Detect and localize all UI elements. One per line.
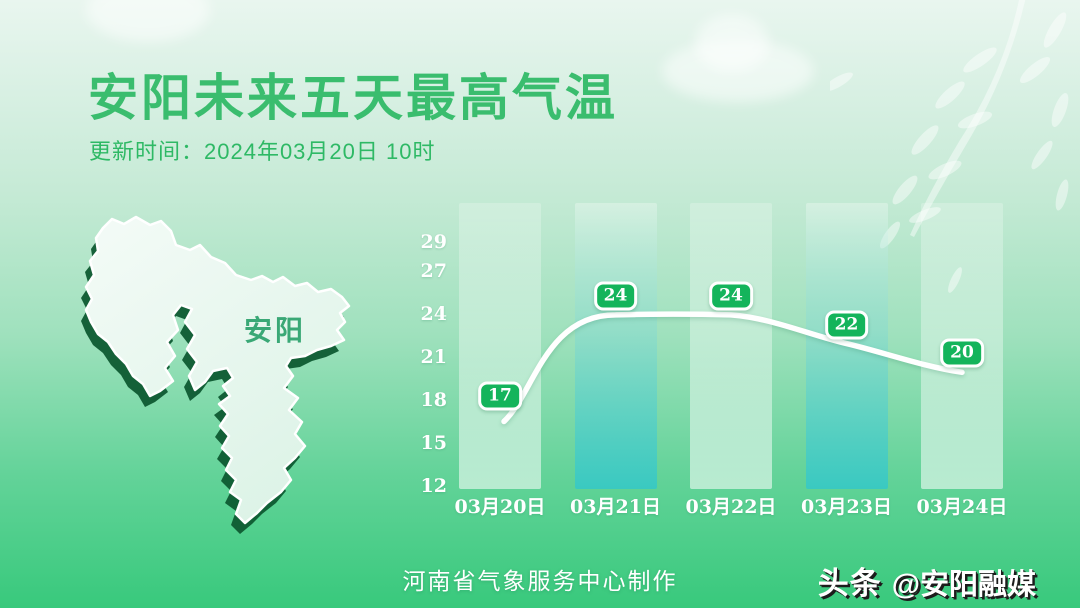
update-time: 更新时间：2024年03月20日 10时 (89, 139, 436, 164)
map-region-label: 安阳 (244, 315, 306, 346)
chart-column-day3 (690, 203, 772, 489)
page-title: 安阳未来五天最高气温 (88, 70, 618, 126)
y-axis-tick: 27 (420, 259, 447, 282)
anyang-region-map: 安阳 (81, 215, 351, 534)
y-axis-tick: 21 (420, 345, 447, 368)
x-axis-label: 03月23日 (801, 496, 892, 518)
footer-credit: 河南省气象服务中心制作 (402, 568, 678, 594)
toutiao-logo: 头条 (817, 566, 882, 601)
y-axis-tick: 12 (420, 475, 447, 498)
brand-handle: @安阳融媒 (891, 569, 1036, 601)
temp-value-badge: 17 (478, 381, 522, 411)
y-axis-tick: 18 (420, 389, 447, 412)
y-axis-tick: 15 (420, 432, 447, 455)
cloud-icon (695, 14, 769, 72)
temp-value-badge: 24 (709, 281, 753, 311)
x-axis-label: 03月24日 (916, 496, 1008, 518)
chart-column-day2 (574, 203, 657, 489)
brand-watermark: 头条 @安阳融媒 (818, 558, 1036, 603)
x-axis-label: 03月22日 (685, 496, 777, 518)
temp-value-badge: 20 (940, 338, 984, 368)
chart-column-day1 (459, 203, 541, 489)
temp-value-badge: 24 (593, 281, 638, 311)
map-fill (84, 215, 351, 525)
x-axis-label: 03月21日 (570, 496, 661, 518)
temp-value-badge: 22 (824, 310, 869, 340)
x-axis-label: 03月20日 (454, 496, 546, 518)
y-axis-tick: 24 (420, 302, 447, 325)
y-axis-tick: 29 (420, 231, 447, 253)
